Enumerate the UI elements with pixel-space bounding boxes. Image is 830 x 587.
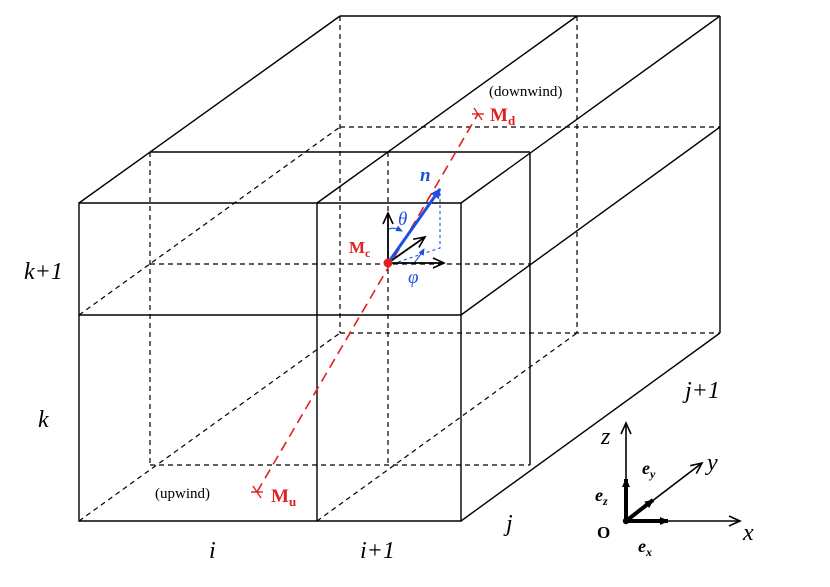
origin-dot: [622, 517, 630, 525]
vector-n-label: n: [420, 165, 431, 186]
local-y-axis: [387, 235, 427, 264]
grid-hidden-edges: [78, 16, 720, 522]
axis-z-label: z: [600, 424, 611, 450]
label-i-plus-1: i+1: [360, 538, 395, 564]
ez-label: ez: [595, 485, 608, 508]
center-point-dot: [383, 258, 393, 268]
label-k-plus-1: k+1: [24, 259, 63, 285]
ey-label: ey: [642, 458, 656, 481]
label-j: j: [503, 511, 513, 537]
phi-label: φ: [408, 267, 419, 288]
downwind-note: (downwind): [489, 84, 562, 100]
axis-x-label: x: [742, 520, 754, 546]
upwind-label: Mu: [271, 486, 296, 509]
label-i: i: [209, 538, 216, 564]
origin-label: O: [597, 523, 610, 542]
direction-vector-n: [386, 188, 442, 264]
theta-label: θ: [398, 209, 407, 230]
coordinate-frame: [620, 421, 742, 527]
label-k: k: [38, 407, 49, 433]
label-j-plus-1: j+1: [682, 378, 720, 404]
grid-solid-edges: [78, 15, 721, 522]
upwind-note: (upwind): [155, 486, 210, 502]
unit-vector-ey: [624, 498, 655, 523]
center-label: Mc: [349, 238, 371, 260]
downwind-label: Md: [490, 105, 516, 128]
angle-construction: [382, 188, 446, 269]
ex-label: ex: [638, 536, 652, 559]
upwind-point-marker: [251, 485, 263, 499]
downwind-point-marker: [472, 107, 484, 121]
characteristic-ray: [256, 113, 479, 493]
axis-y-label: y: [705, 450, 718, 476]
